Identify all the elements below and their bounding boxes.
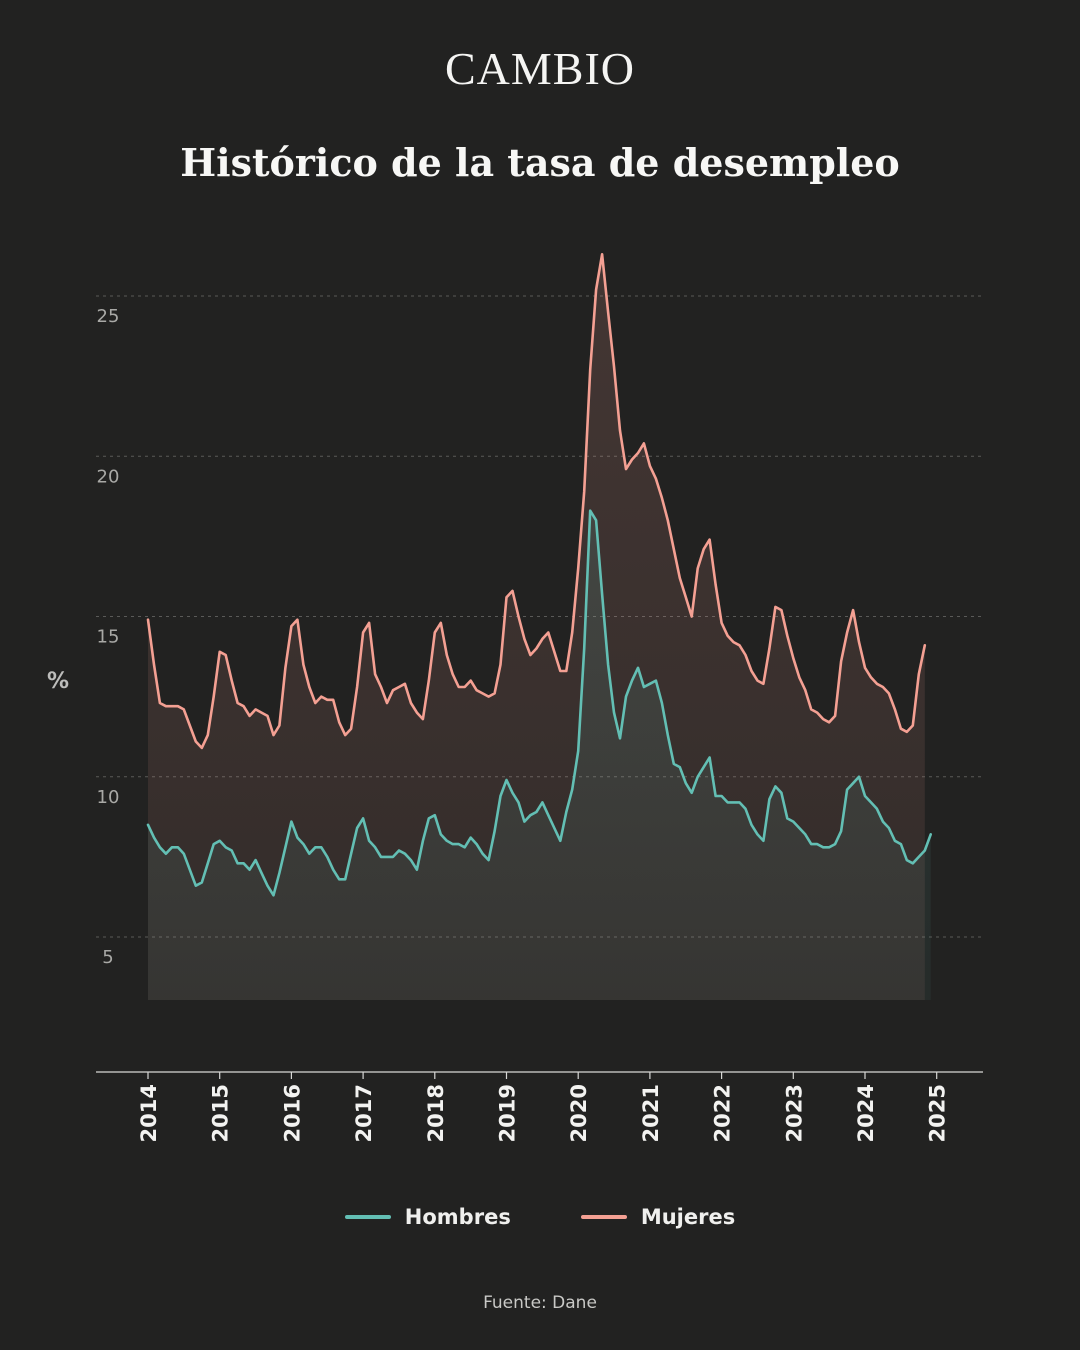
y-tick-label: 25 [97, 306, 120, 327]
x-tick-label: 2020 [567, 1084, 591, 1142]
legend-item-mujeres: Mujeres [580, 1205, 736, 1229]
y-tick-label: 20 [97, 466, 120, 487]
x-tick-label: 2025 [926, 1084, 950, 1142]
y-axis-label: % [47, 669, 69, 694]
y-tick-label: 10 [97, 787, 120, 808]
brand-logo: CAMBIO [444, 43, 636, 94]
area-hombres [148, 510, 931, 1000]
x-tick-label: 2024 [854, 1084, 878, 1142]
source-note: Fuente: Dane [483, 1293, 597, 1313]
x-tick-label: 2019 [496, 1084, 520, 1142]
x-tick-label: 2023 [782, 1084, 806, 1142]
chart-title: Histórico de la tasa de desempleo [180, 140, 900, 185]
x-tick-label: 2016 [280, 1084, 304, 1142]
y-tick-label: 5 [102, 947, 113, 968]
legend-swatch-mujeres [580, 1215, 627, 1219]
x-tick-label: 2022 [711, 1084, 735, 1142]
x-tick-label: 2021 [639, 1084, 663, 1142]
x-tick-label: 2018 [424, 1084, 448, 1142]
series-line-mujeres [146, 253, 927, 750]
legend-item-hombres: Hombres [344, 1205, 511, 1229]
legend-label-hombres: Hombres [404, 1205, 511, 1229]
legend: Hombres Mujeres [0, 1205, 1080, 1229]
legend-label-mujeres: Mujeres [640, 1205, 736, 1229]
series-line-hombres [146, 509, 932, 897]
y-tick-label: 15 [97, 627, 120, 648]
x-tick-label: 2017 [352, 1084, 376, 1142]
x-tick-label: 2014 [137, 1084, 161, 1142]
x-tick-label: 2015 [209, 1084, 233, 1142]
legend-swatch-hombres [344, 1215, 391, 1219]
